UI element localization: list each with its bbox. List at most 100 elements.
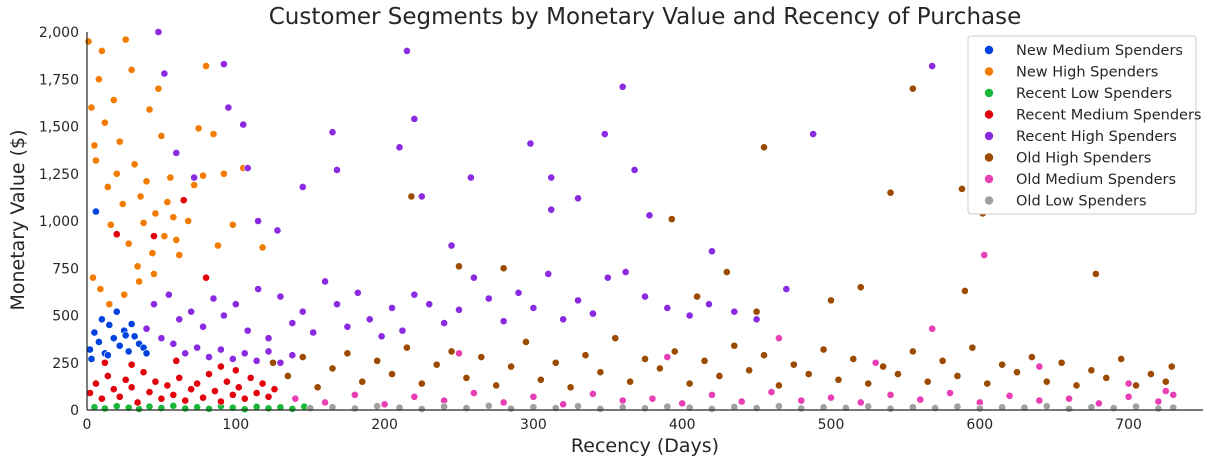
legend-marker (984, 174, 994, 184)
data-point (1013, 368, 1021, 377)
y-tick-label: 1,500 (39, 120, 79, 136)
data-point (365, 315, 374, 324)
data-point (240, 405, 249, 414)
data-point (179, 196, 188, 205)
legend-marker (984, 153, 994, 162)
data-point (118, 200, 127, 208)
data-point (115, 392, 124, 401)
data-point (425, 300, 434, 309)
data-point (630, 166, 639, 174)
data-point (1132, 402, 1140, 411)
data-point (209, 130, 218, 138)
data-point (526, 139, 535, 148)
series-0 (86, 207, 151, 363)
data-point (499, 264, 508, 273)
data-point (163, 381, 172, 390)
data-point (737, 397, 746, 406)
data-point (87, 103, 96, 112)
data-point (100, 404, 109, 413)
data-point (92, 379, 100, 388)
data-point (217, 397, 225, 406)
data-point (350, 404, 359, 413)
data-point (455, 349, 463, 358)
data-point (133, 398, 142, 407)
y-tick-label: 0 (70, 403, 79, 419)
data-point (154, 28, 163, 36)
data-point (775, 334, 783, 343)
data-point (193, 403, 202, 412)
data-point (730, 307, 739, 316)
data-point (205, 353, 213, 361)
data-point (745, 366, 754, 375)
data-point (1124, 379, 1133, 388)
data-point (856, 283, 865, 292)
data-point (90, 328, 99, 337)
data-point (700, 356, 709, 365)
data-point (403, 47, 411, 55)
x-tick-label: 700 (1115, 417, 1142, 433)
data-point (95, 338, 103, 346)
data-point (722, 268, 731, 276)
data-point (1154, 397, 1163, 406)
data-point (84, 37, 93, 46)
x-axis-label: Recency (Days) (571, 435, 719, 457)
data-point (105, 321, 114, 329)
data-point (670, 347, 679, 356)
data-point (1057, 358, 1066, 367)
data-point (641, 355, 649, 363)
data-point (782, 285, 791, 293)
legend-marker (984, 45, 994, 55)
data-point (894, 370, 902, 378)
data-point (160, 69, 169, 78)
data-point (998, 360, 1007, 369)
data-point (752, 315, 761, 324)
data-point (693, 292, 701, 301)
data-point (797, 404, 806, 413)
data-point (298, 307, 307, 316)
data-point (288, 319, 297, 327)
data-point (775, 381, 783, 390)
data-point (112, 307, 121, 316)
data-point (164, 290, 173, 299)
data-point (321, 398, 329, 407)
data-point (407, 192, 416, 201)
data-point (938, 356, 947, 365)
data-point (1161, 387, 1170, 395)
data-point (1147, 370, 1155, 378)
data-point (596, 404, 605, 413)
data-point (157, 132, 166, 140)
data-point (169, 390, 178, 399)
data-point (276, 292, 285, 301)
data-point (462, 373, 471, 382)
data-point (199, 171, 207, 180)
data-point (1042, 402, 1051, 411)
data-point (139, 368, 148, 377)
data-point (127, 383, 136, 392)
data-point (484, 401, 493, 410)
data-point (240, 349, 249, 358)
data-point (432, 360, 441, 369)
x-tick-label: 200 (371, 417, 398, 433)
data-point (626, 377, 635, 386)
data-point (928, 324, 937, 333)
data-point (440, 319, 449, 327)
data-point (90, 141, 99, 150)
data-point (492, 381, 501, 390)
data-point (834, 375, 843, 384)
data-point (97, 394, 106, 403)
data-point (169, 339, 178, 348)
data-point (715, 372, 724, 380)
data-point (258, 243, 267, 252)
data-point (109, 96, 118, 104)
data-point (333, 300, 341, 309)
data-point (243, 164, 252, 172)
data-point (264, 334, 273, 343)
data-point (641, 404, 649, 413)
data-point (708, 404, 716, 413)
data-point (455, 262, 463, 271)
series-2 (90, 401, 309, 414)
legend-label: Recent Medium Spenders (1016, 108, 1201, 124)
data-point (1109, 404, 1118, 413)
data-point (252, 389, 261, 397)
